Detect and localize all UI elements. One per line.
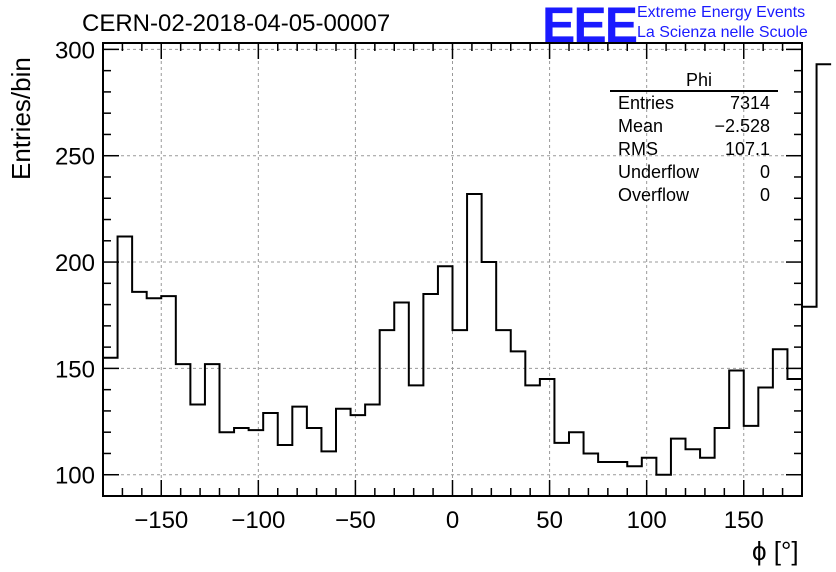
x-tick-label: −150 (134, 507, 188, 534)
stats-label: Overflow (618, 185, 690, 205)
stats-value: 107.1 (724, 139, 770, 159)
x-tick-label: 50 (536, 507, 563, 534)
stats-row-rms: RMS 107.1 (610, 138, 778, 161)
chart-title: CERN-02-2018-04-05-00007 (82, 10, 391, 37)
y-tick-label: 150 (55, 356, 95, 383)
plot-frame (102, 42, 803, 497)
y-tick-label: 250 (55, 144, 95, 171)
x-axis-label: ϕ [°] (752, 536, 799, 566)
stats-box-name: Phi (610, 70, 778, 92)
x-tick-label: −50 (335, 507, 376, 534)
stats-row-entries: Entries 7314 (610, 92, 778, 115)
y-tick-label: 200 (55, 250, 95, 277)
logo-line-1: Extreme Energy Events (637, 4, 806, 21)
y-axis-label: Entries/bin (6, 57, 36, 180)
x-tick-label: 0 (446, 507, 459, 534)
stats-box: Phi Entries 7314 Mean −2.528 RMS 107.1 U… (610, 70, 778, 207)
x-tick-label: −100 (231, 507, 285, 534)
stats-label: RMS (618, 139, 658, 159)
stats-value: 0 (759, 162, 770, 182)
stats-value: 7314 (729, 93, 770, 113)
y-tick-label: 100 (55, 463, 95, 490)
tick-labels: −150 −100 −50 0 50 100 150 100 150 200 250 300 (55, 37, 764, 534)
stats-label: Underflow (618, 162, 700, 182)
axis-ticks (102, 43, 803, 497)
eee-logo: EEE (542, 0, 638, 53)
stats-value: 0 (759, 185, 770, 205)
stats-row-underflow: Underflow 0 (610, 161, 778, 184)
histogram-step-line (103, 63, 832, 476)
logo-line-2: La Scienza nelle Scuole (637, 24, 808, 41)
x-tick-label: 100 (627, 507, 667, 534)
stats-row-overflow: Overflow 0 (610, 184, 778, 207)
logo-caption: Extreme Energy Events La Scienza nelle S… (637, 3, 808, 43)
x-tick-label: 150 (724, 507, 764, 534)
y-tick-label: 300 (55, 37, 95, 64)
stats-label: Entries (618, 93, 675, 113)
stats-label: Mean (618, 116, 664, 136)
stats-row-mean: Mean −2.528 (610, 115, 778, 138)
stats-value: −2.528 (714, 116, 770, 136)
